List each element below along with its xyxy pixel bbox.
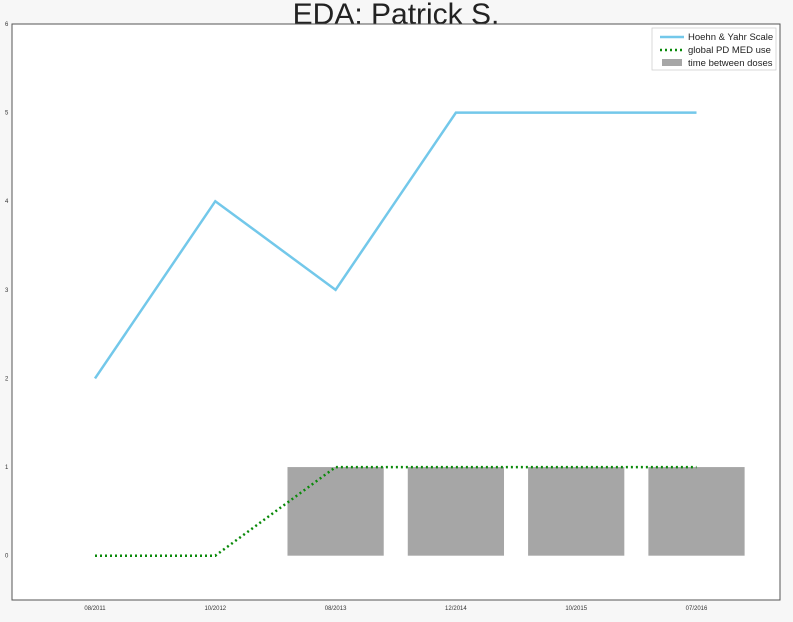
legend-swatch-time-between-doses xyxy=(662,59,682,66)
legend-label-pd-med: global PD MED use xyxy=(688,45,771,56)
time-between-doses-bar xyxy=(648,467,744,556)
time-between-doses-bar xyxy=(287,467,383,556)
x-tick-label: 10/2012 xyxy=(204,606,226,612)
x-tick-label: 08/2013 xyxy=(325,606,347,612)
x-tick-label: 12/2014 xyxy=(445,606,467,612)
time-between-doses-bar xyxy=(528,467,624,556)
y-tick-label: 5 xyxy=(5,111,9,117)
y-tick-label: 4 xyxy=(5,199,9,205)
legend-label-time-between-doses: time between doses xyxy=(688,58,773,69)
time-between-doses-bar xyxy=(408,467,504,556)
x-tick-label: 07/2016 xyxy=(686,606,708,612)
legend-label-hoehn-yahr: Hoehn & Yahr Scale xyxy=(688,32,773,43)
y-tick-label: 6 xyxy=(5,22,9,28)
y-tick-label: 0 xyxy=(5,554,9,560)
x-tick-label: 10/2015 xyxy=(565,606,587,612)
y-tick-label: 2 xyxy=(5,376,9,382)
x-tick-label: 08/2011 xyxy=(84,606,106,612)
legend: Hoehn & Yahr Scale global PD MED use tim… xyxy=(652,28,776,70)
y-tick-label: 1 xyxy=(5,465,9,471)
y-tick-label: 3 xyxy=(5,288,9,294)
